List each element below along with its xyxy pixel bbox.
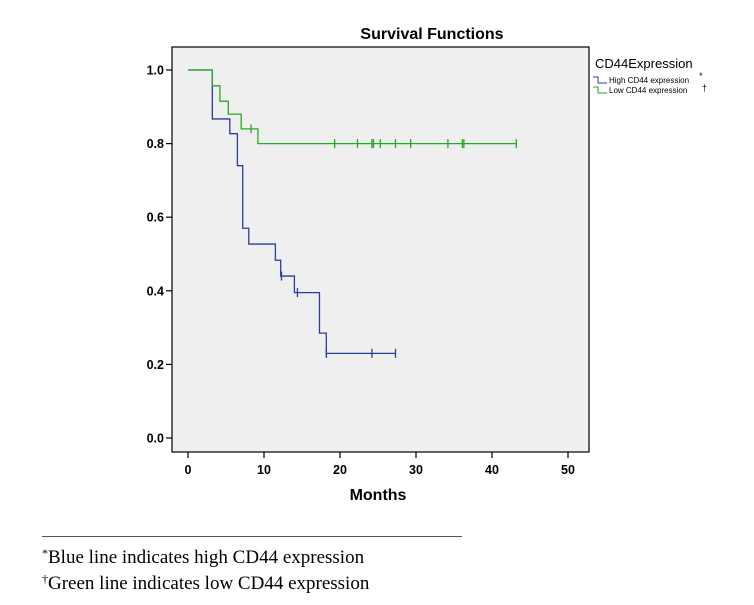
footnote-mark-high: * — [42, 546, 48, 560]
y-tick-label: 0.8 — [147, 137, 164, 151]
legend-entry-low: Low CD44 expression † — [593, 83, 707, 95]
legend-swatch-low — [593, 86, 607, 94]
chart-title: Survival Functions — [360, 26, 503, 43]
legend-swatch-high — [593, 76, 607, 84]
y-tick-label: 0.2 — [147, 358, 164, 372]
survival-chart: Survival Functions 0.0 0.2 0.4 0.6 0.8 1.0 0 10… — [147, 26, 707, 504]
x-tick-label: 30 — [409, 463, 423, 477]
x-tick-label: 10 — [257, 463, 271, 477]
legend-label-high: High CD44 expression — [609, 76, 689, 85]
plot-area — [171, 46, 590, 453]
plot-series — [188, 69, 517, 358]
footnote-text-low: Green line indicates low CD44 expression — [48, 573, 370, 594]
x-tick-label: 20 — [333, 463, 347, 477]
survival-curve-low — [188, 69, 517, 145]
legend-mark-low: † — [702, 83, 707, 93]
footnote-low: †Green line indicates low CD44 expressio… — [42, 571, 462, 597]
x-axis-label: Months — [350, 487, 407, 504]
y-tick-label: 0.4 — [147, 284, 164, 298]
x-tick-label: 40 — [485, 463, 499, 477]
y-tick-label: 0.0 — [147, 432, 164, 446]
x-tick-label: 50 — [561, 463, 575, 477]
x-tick-label: 0 — [185, 463, 192, 477]
footnote-mark-low: † — [42, 572, 48, 586]
footnote-high: *Blue line indicates high CD44 expressio… — [42, 545, 462, 571]
legend: CD44Expression High CD44 expression * Lo… — [593, 56, 707, 95]
footnote-text-high: Blue line indicates high CD44 expression — [48, 547, 365, 568]
y-tick-label: 0.6 — [147, 211, 164, 225]
legend-label-low: Low CD44 expression — [609, 86, 687, 95]
axis-ticks: 0.0 0.2 0.4 0.6 0.8 1.0 0 10 20 30 40 50 — [147, 64, 575, 478]
survival-curve-high — [188, 69, 396, 355]
legend-mark-high: * — [699, 71, 703, 81]
y-tick-label: 1.0 — [147, 64, 164, 78]
footnotes: *Blue line indicates high CD44 expressio… — [42, 536, 462, 597]
legend-entry-high: High CD44 expression * — [593, 71, 703, 85]
legend-title: CD44Expression — [595, 56, 693, 71]
